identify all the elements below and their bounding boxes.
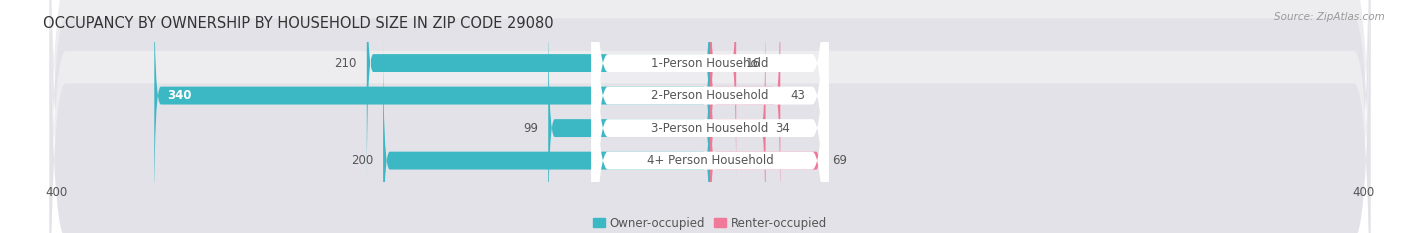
FancyBboxPatch shape — [592, 0, 828, 233]
Text: 340: 340 — [167, 89, 191, 102]
Text: 2-Person Household: 2-Person Household — [651, 89, 769, 102]
FancyBboxPatch shape — [49, 0, 1371, 233]
FancyBboxPatch shape — [710, 40, 823, 233]
FancyBboxPatch shape — [710, 0, 737, 184]
Text: 1-Person Household: 1-Person Household — [651, 57, 769, 70]
Text: 210: 210 — [335, 57, 357, 70]
FancyBboxPatch shape — [592, 0, 828, 233]
FancyBboxPatch shape — [49, 0, 1371, 233]
Text: Source: ZipAtlas.com: Source: ZipAtlas.com — [1274, 12, 1385, 22]
FancyBboxPatch shape — [49, 0, 1371, 233]
FancyBboxPatch shape — [367, 0, 710, 184]
FancyBboxPatch shape — [155, 0, 710, 217]
Legend: Owner-occupied, Renter-occupied: Owner-occupied, Renter-occupied — [588, 212, 832, 233]
FancyBboxPatch shape — [710, 0, 780, 217]
Text: 43: 43 — [790, 89, 806, 102]
Text: 16: 16 — [747, 57, 761, 70]
FancyBboxPatch shape — [592, 0, 828, 233]
Text: 200: 200 — [352, 154, 374, 167]
Text: 69: 69 — [832, 154, 848, 167]
FancyBboxPatch shape — [710, 7, 766, 233]
Text: 3-Person Household: 3-Person Household — [651, 122, 769, 135]
FancyBboxPatch shape — [548, 7, 710, 233]
FancyBboxPatch shape — [592, 0, 828, 233]
Text: 99: 99 — [523, 122, 538, 135]
Text: 34: 34 — [776, 122, 790, 135]
FancyBboxPatch shape — [382, 40, 710, 233]
FancyBboxPatch shape — [49, 0, 1371, 233]
Text: 4+ Person Household: 4+ Person Household — [647, 154, 773, 167]
Text: OCCUPANCY BY OWNERSHIP BY HOUSEHOLD SIZE IN ZIP CODE 29080: OCCUPANCY BY OWNERSHIP BY HOUSEHOLD SIZE… — [44, 16, 554, 31]
